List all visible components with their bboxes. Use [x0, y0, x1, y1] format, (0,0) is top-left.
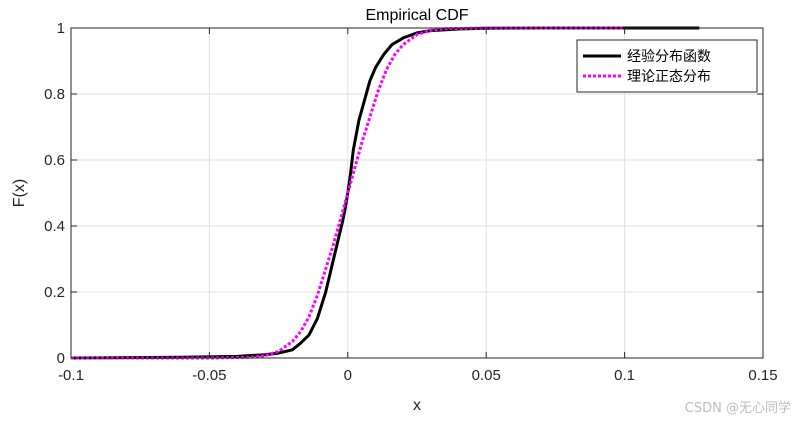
- y-tick-label: 0.8: [44, 86, 65, 103]
- plot-box: [70, 27, 764, 359]
- series-lines: [70, 26, 700, 360]
- chart-title: Empirical CDF: [365, 7, 468, 24]
- legend-label-2: 理论正态分布: [627, 68, 711, 84]
- x-tick-label: 0.15: [748, 367, 777, 384]
- axis-ticks: -0.1 -0.05 0 0.05 0.1 0.15 0 0.2 0.4 0.6 0.8 1: [44, 20, 777, 384]
- y-tick-label: 1: [57, 20, 65, 37]
- series-line-2: [71, 26, 625, 360]
- y-tick-label: 0.2: [44, 284, 65, 301]
- x-tick-label: 0.05: [472, 367, 501, 384]
- y-tick-label: 0: [57, 350, 65, 367]
- x-tick-label: -0.1: [58, 367, 84, 384]
- x-tick-label: 0: [344, 367, 352, 384]
- legend-box: [576, 39, 758, 93]
- x-axis-label: x: [413, 397, 421, 414]
- watermark: CSDN @无心同学: [684, 401, 791, 416]
- legend-label-1: 经验分布函数: [627, 48, 711, 64]
- x-tick-label: -0.05: [192, 367, 226, 384]
- y-tick-label: 0.4: [44, 218, 65, 235]
- y-axis-label: F(x): [11, 179, 28, 207]
- y-tick-label: 0.6: [44, 152, 65, 169]
- x-tick-label: 0.1: [614, 367, 635, 384]
